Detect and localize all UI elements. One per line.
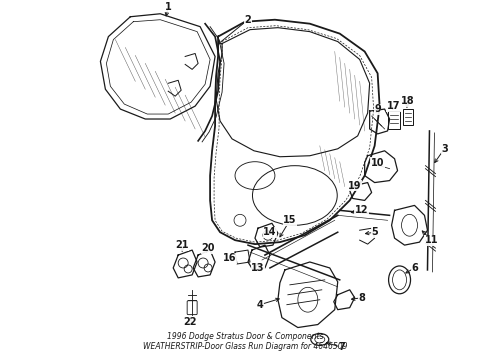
Text: 21: 21 <box>175 240 189 250</box>
Text: 12: 12 <box>355 205 368 215</box>
Text: 22: 22 <box>183 316 197 327</box>
Text: 5: 5 <box>371 227 378 237</box>
Text: 17: 17 <box>387 101 400 111</box>
Text: 8: 8 <box>358 293 365 303</box>
Text: 11: 11 <box>425 235 438 245</box>
Text: 14: 14 <box>263 227 277 237</box>
Text: 13: 13 <box>251 263 265 273</box>
Text: 7: 7 <box>339 342 345 352</box>
Text: 16: 16 <box>223 253 237 263</box>
Text: 15: 15 <box>283 215 296 225</box>
Text: 19: 19 <box>348 180 362 190</box>
Text: 20: 20 <box>201 243 215 253</box>
Text: 9: 9 <box>374 104 381 114</box>
Text: 1996 Dodge Stratus Door & Components
WEATHERSTRIP-Door Glass Run Diagram for 464: 1996 Dodge Stratus Door & Components WEA… <box>143 332 347 351</box>
Text: 4: 4 <box>257 300 263 310</box>
Text: 2: 2 <box>245 15 251 25</box>
Text: 6: 6 <box>411 263 418 273</box>
Text: 3: 3 <box>441 144 448 154</box>
Text: 1: 1 <box>165 2 172 12</box>
Text: 10: 10 <box>371 158 384 168</box>
Text: 18: 18 <box>401 96 415 106</box>
